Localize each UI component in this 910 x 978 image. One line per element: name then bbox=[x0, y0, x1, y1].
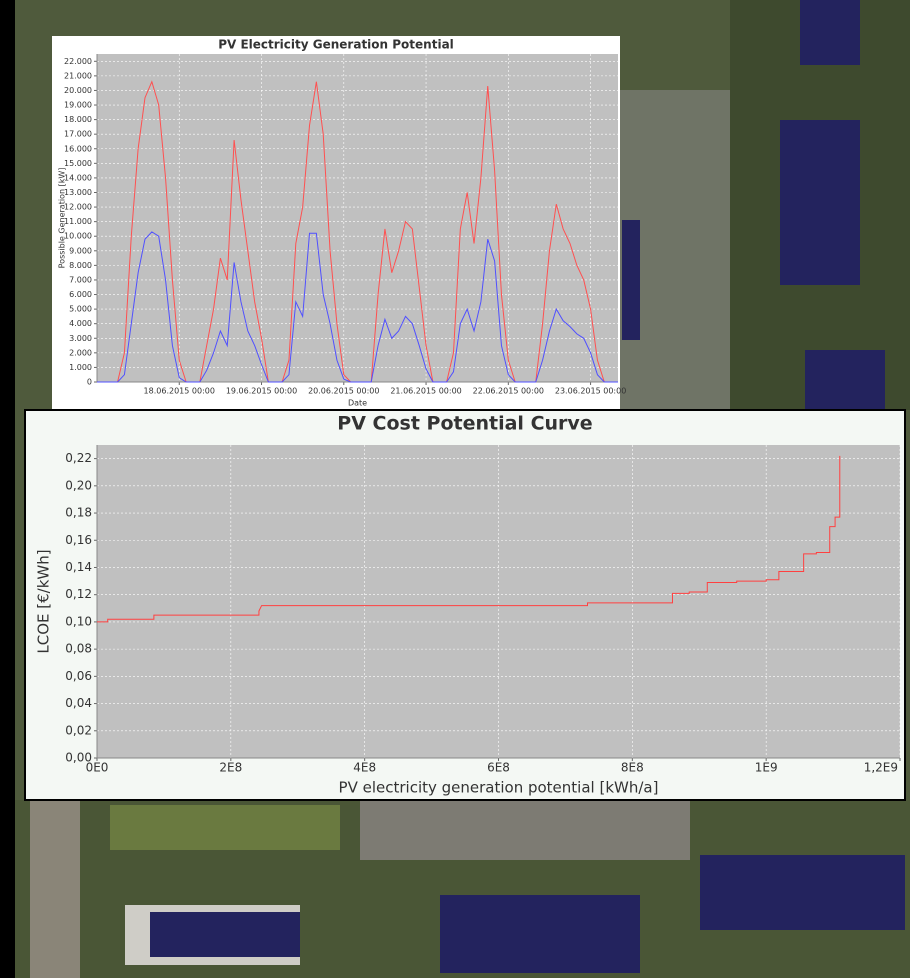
y-tick-label: 0,04 bbox=[65, 696, 92, 710]
x-tick-label: 18.06.2015 00:00 bbox=[144, 387, 215, 396]
y-tick-label: 0,02 bbox=[65, 723, 92, 737]
x-tick-label: 19.06.2015 00:00 bbox=[226, 387, 297, 396]
screen: PV Electricity Generation Potential PV C… bbox=[0, 0, 910, 978]
map-road bbox=[30, 800, 80, 978]
plot-area bbox=[97, 54, 618, 382]
x-tick-label: 0E0 bbox=[86, 761, 109, 775]
y-tick-label: 0,16 bbox=[65, 533, 92, 547]
y-tick-label: 22.000 bbox=[64, 57, 92, 66]
y-tick-label: 21.000 bbox=[64, 71, 92, 80]
y-tick-label: 0 bbox=[87, 378, 92, 387]
y-tick-label: 20.000 bbox=[64, 86, 92, 95]
map-solar-roof bbox=[780, 120, 860, 285]
y-axis-label: Possible Generation [kW] bbox=[58, 168, 67, 269]
y-tick-label: 0,06 bbox=[65, 669, 92, 683]
y-tick-label: 19.000 bbox=[64, 101, 92, 110]
map-solar-roof bbox=[622, 220, 640, 340]
y-tick-label: 0,08 bbox=[65, 642, 92, 656]
chart-title: PV Cost Potential Curve bbox=[337, 413, 592, 435]
map-solar-roof bbox=[800, 0, 860, 65]
page: {"chart_data": [ {"type": "line", "title… bbox=[0, 0, 910, 978]
map-lawn bbox=[110, 805, 340, 850]
x-axis-label: PV electricity generation potential [kWh… bbox=[339, 779, 659, 797]
x-tick-label: 4E8 bbox=[353, 761, 376, 775]
x-tick-label: 20.06.2015 00:00 bbox=[308, 387, 379, 396]
map-solar-roof bbox=[805, 350, 885, 410]
y-tick-label: 3.000 bbox=[69, 334, 92, 343]
y-tick-label: 0,14 bbox=[65, 560, 92, 574]
y-tick-label: 14.000 bbox=[64, 173, 92, 182]
x-tick-label: 22.06.2015 00:00 bbox=[473, 387, 544, 396]
y-tick-label: 18.000 bbox=[64, 115, 92, 124]
map-solar-roof bbox=[700, 855, 905, 930]
x-tick-label: 1,2E9 bbox=[864, 761, 898, 775]
map-solar-roof bbox=[440, 895, 640, 973]
x-tick-label: 1E9 bbox=[755, 761, 778, 775]
y-tick-label: 16.000 bbox=[64, 144, 92, 153]
x-axis-label: Date bbox=[348, 399, 367, 408]
y-tick-label: 5.000 bbox=[69, 305, 92, 314]
y-tick-label: 0,10 bbox=[65, 614, 92, 628]
y-tick-label: 4.000 bbox=[69, 319, 92, 328]
x-tick-label: 2E8 bbox=[219, 761, 242, 775]
y-tick-label: 9.000 bbox=[69, 246, 92, 255]
y-tick-label: 2.000 bbox=[69, 348, 92, 357]
map-solar-roof bbox=[150, 912, 300, 957]
y-tick-label: 13.000 bbox=[64, 188, 92, 197]
y-tick-label: 10.000 bbox=[64, 232, 92, 241]
chart-title: PV Electricity Generation Potential bbox=[218, 38, 454, 52]
y-tick-label: 0,22 bbox=[65, 451, 92, 465]
y-tick-label: 15.000 bbox=[64, 159, 92, 168]
y-tick-label: 1.000 bbox=[69, 363, 92, 372]
x-tick-label: 6E8 bbox=[487, 761, 510, 775]
y-tick-label: 0,12 bbox=[65, 587, 92, 601]
y-tick-label: 8.000 bbox=[69, 261, 92, 270]
y-tick-label: 11.000 bbox=[64, 217, 92, 226]
y-tick-label: 17.000 bbox=[64, 130, 92, 139]
y-axis-label: LCOE [€/kWh] bbox=[35, 549, 53, 653]
y-tick-label: 12.000 bbox=[64, 203, 92, 212]
x-tick-label: 8E8 bbox=[621, 761, 644, 775]
y-tick-label: 0,18 bbox=[65, 506, 92, 520]
x-tick-label: 23.06.2015 00:00 bbox=[555, 387, 626, 396]
x-tick-label: 21.06.2015 00:00 bbox=[390, 387, 461, 396]
map-parking bbox=[360, 800, 690, 860]
y-tick-label: 6.000 bbox=[69, 290, 92, 299]
y-tick-label: 7.000 bbox=[69, 275, 92, 284]
y-tick-label: 0,20 bbox=[65, 478, 92, 492]
